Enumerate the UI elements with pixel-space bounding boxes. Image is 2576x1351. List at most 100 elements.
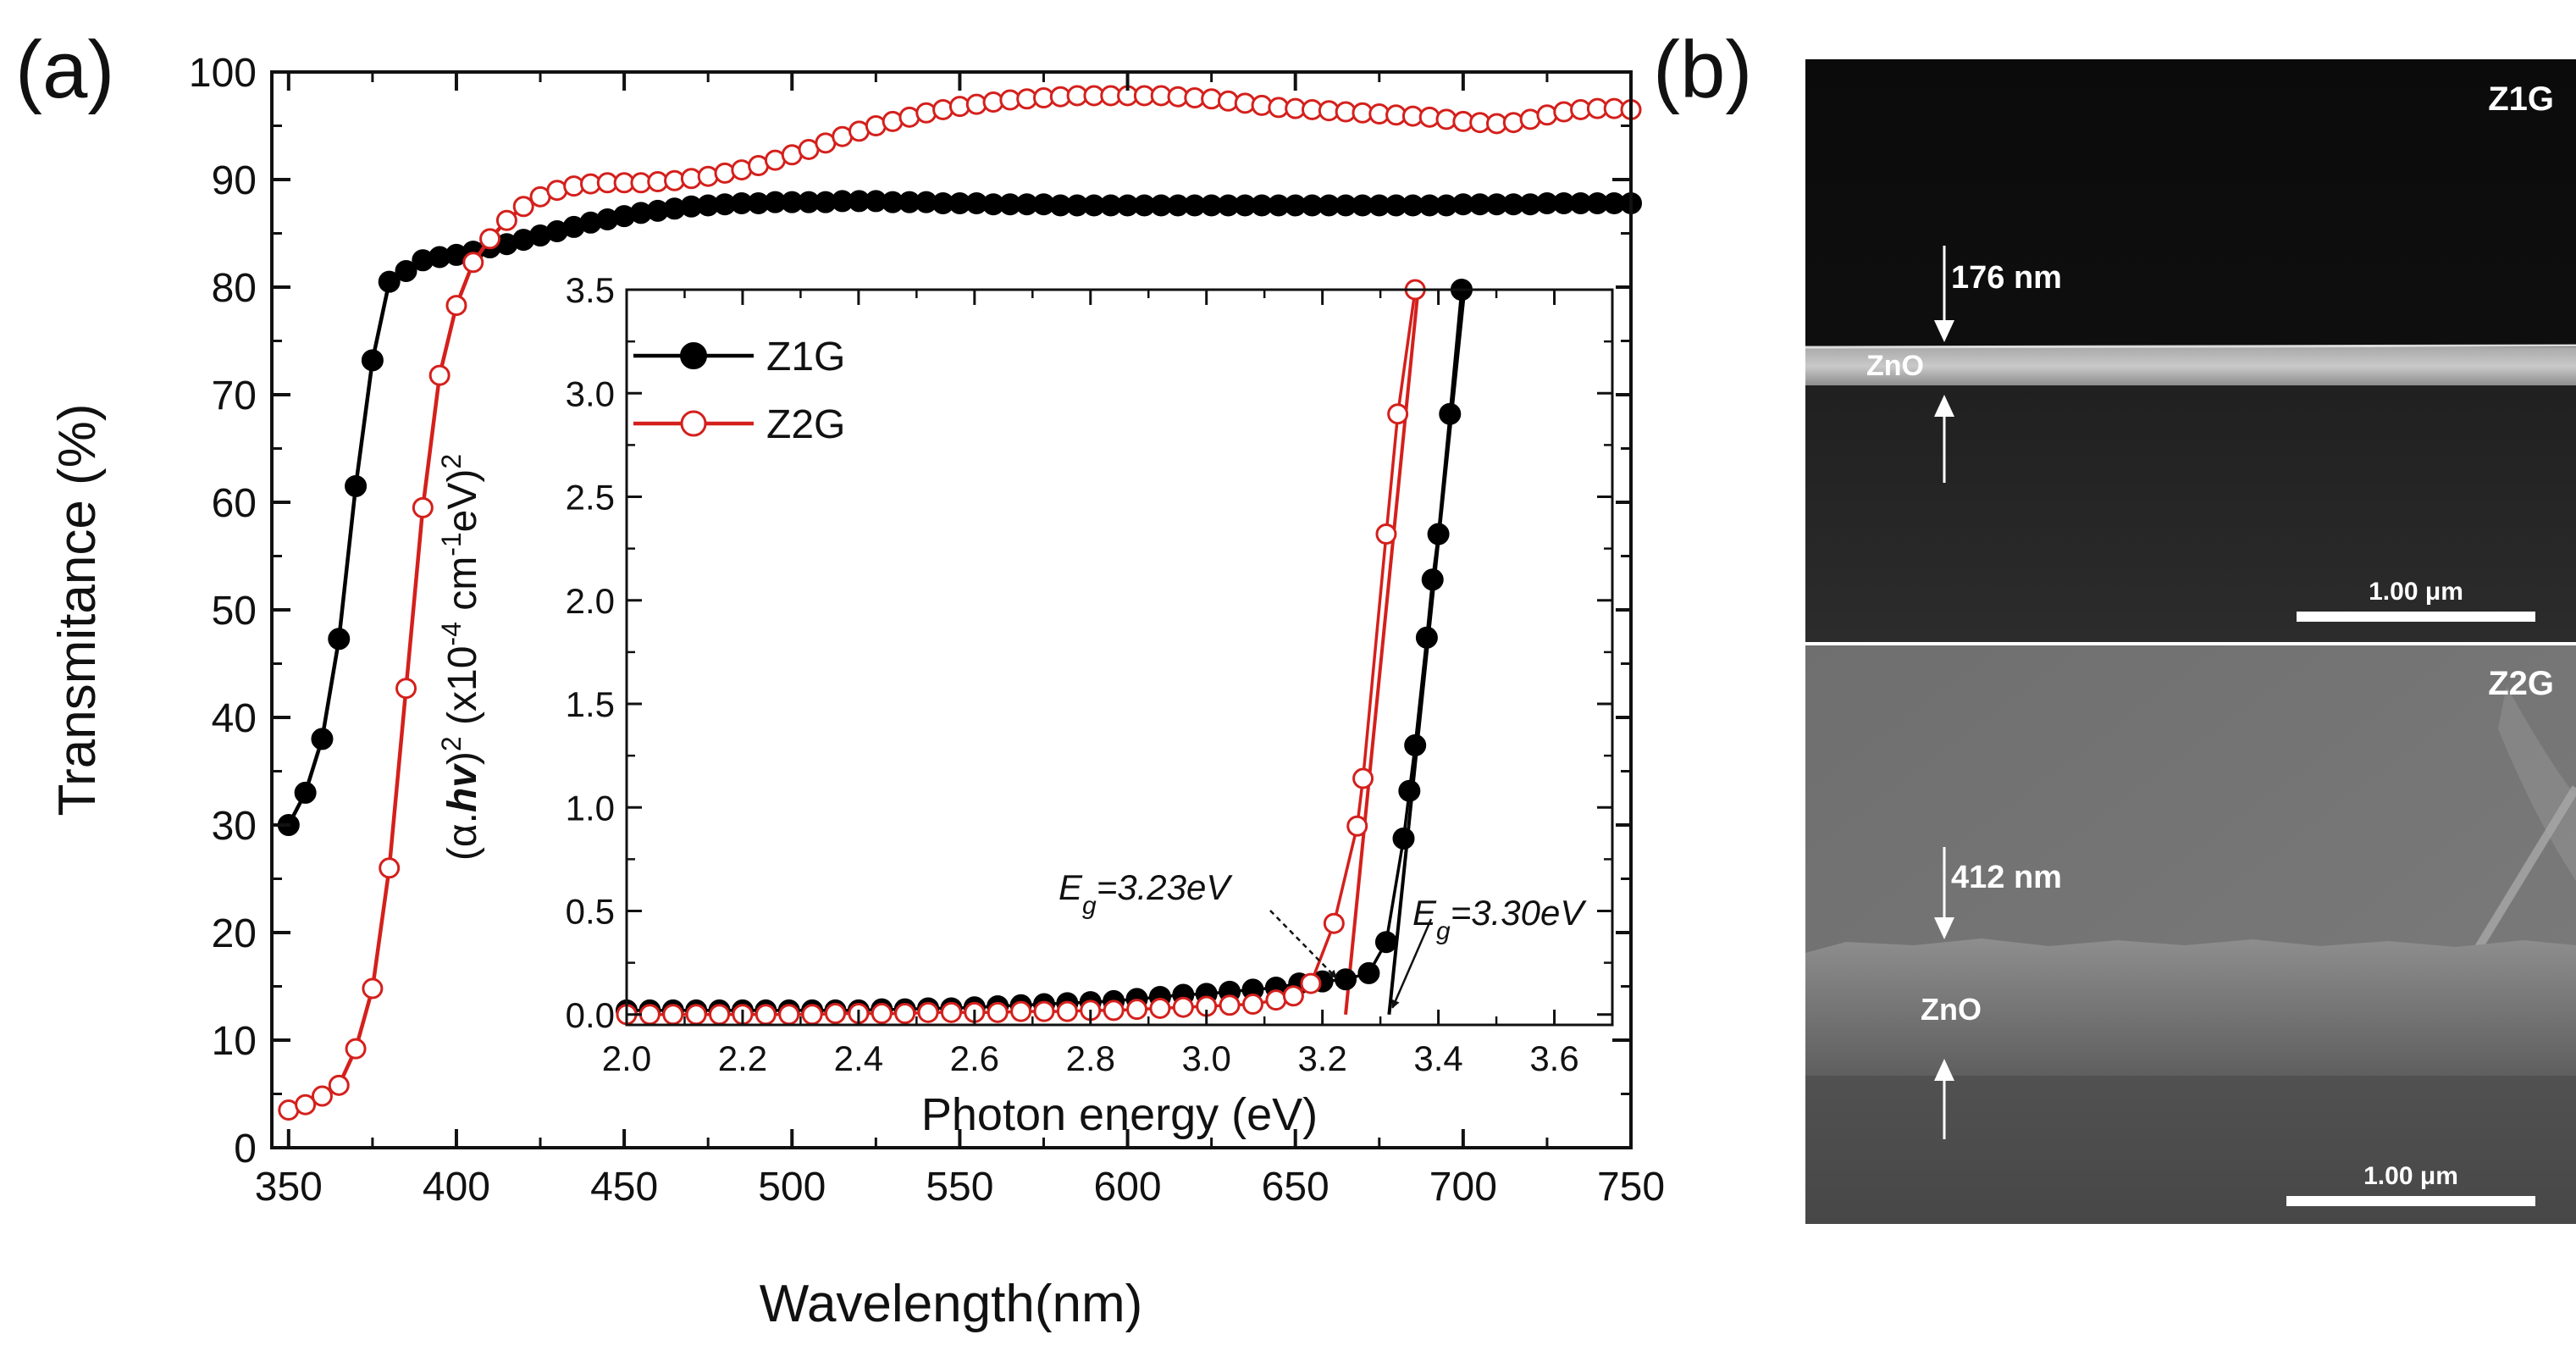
data-point: [412, 496, 434, 518]
x-tick-label: 700: [1429, 1165, 1497, 1210]
data-point: [871, 1003, 893, 1025]
x-tick-label: 350: [255, 1165, 323, 1210]
data-point: [378, 270, 401, 293]
data-point: [709, 1004, 731, 1026]
inset-series-z2g: [616, 279, 1426, 1026]
data-point: [1374, 931, 1397, 954]
main-x-axis-label: Wavelength(nm): [760, 1275, 1143, 1333]
material-label: ZnO: [1866, 350, 1924, 382]
x-tick-label: 450: [590, 1165, 658, 1210]
data-point: [395, 259, 417, 282]
y-tick-label: 100: [189, 51, 257, 96]
data-point: [801, 1004, 823, 1026]
inset-y-label-part: cm: [440, 556, 485, 622]
thickness-arrow-up-icon: [1934, 1059, 1954, 1081]
inset-x-tick-label: 2.2: [718, 1038, 767, 1078]
data-point: [1392, 827, 1415, 850]
y-tick-label: 30: [212, 804, 257, 849]
data-point: [445, 295, 467, 317]
inset-x-tick-label: 3.2: [1297, 1038, 1346, 1078]
y-tick-label: 40: [212, 696, 257, 741]
inset-y-label-part: (x10: [440, 646, 485, 737]
data-point: [1421, 568, 1444, 591]
data-point: [512, 196, 534, 218]
inset-y-label-part: 2: [436, 736, 467, 751]
bandgap-annotation-z2g: Eg=3.23eV: [1059, 867, 1233, 920]
data-point: [1439, 402, 1462, 425]
data-point: [328, 628, 351, 651]
thickness-arrow-up-icon: [1934, 395, 1954, 417]
y-tick-label: 0: [234, 1127, 257, 1171]
data-point: [894, 1003, 916, 1025]
sem-sample-label: Z1G: [2488, 80, 2554, 118]
scale-bar-label: 1.00 μm: [2363, 1162, 2458, 1190]
data-point: [932, 98, 954, 120]
inset-y-tick-label: 1.0: [566, 788, 615, 828]
data-point: [1056, 1000, 1078, 1022]
bandgap-annotation-z1g: Eg=3.30eV: [1412, 893, 1587, 945]
inset-x-tick-label: 2.4: [834, 1038, 883, 1078]
x-tick-label: 650: [1262, 1165, 1329, 1210]
inset-y-tick-label: 1.5: [566, 684, 615, 724]
data-point: [495, 209, 517, 231]
legend-label: Z1G: [766, 335, 845, 379]
y-tick-label: 90: [212, 158, 257, 203]
zno-film-layer: [1805, 347, 2576, 385]
data-point: [479, 228, 501, 250]
data-point: [755, 1004, 777, 1026]
data-point: [1357, 961, 1380, 984]
data-point: [1149, 997, 1171, 1019]
series-z2g: [278, 85, 1642, 1121]
inset-y-tick-label: 3.0: [566, 374, 615, 413]
scale-bar: [2286, 1196, 2535, 1206]
data-point: [714, 162, 736, 184]
y-tick-label: 50: [212, 589, 257, 634]
inset-x-tick-label: 3.4: [1413, 1038, 1462, 1078]
inset-x-tick-label: 3.6: [1529, 1038, 1578, 1078]
legend-marker: [680, 342, 707, 369]
data-point: [987, 1001, 1009, 1023]
data-point: [1172, 996, 1194, 1018]
data-point: [697, 165, 719, 187]
data-point: [915, 102, 937, 124]
transmittance-chart: 350 400 450 500 550 600 650 700 750 0 10 20 30 40 50 60…: [48, 51, 1665, 1333]
data-point: [1415, 626, 1438, 649]
data-point: [917, 1001, 939, 1023]
data-point: [1335, 968, 1357, 991]
inset-y-label-part: hv: [440, 763, 485, 812]
data-point: [362, 977, 384, 999]
panel-a-label: (a): [15, 25, 114, 115]
data-point: [311, 1085, 333, 1107]
data-point: [462, 252, 484, 274]
thickness-arrow-down-icon: [1934, 320, 1954, 342]
scale-bar: [2297, 612, 2535, 622]
data-point: [1126, 999, 1148, 1021]
data-point: [824, 1003, 846, 1025]
legend-label: Z2G: [766, 402, 845, 447]
data-point: [395, 678, 417, 700]
data-point: [1010, 1000, 1032, 1022]
inset-y-axis-label: (α.hv)2 (x10-4 cm-1eV)2: [436, 454, 485, 861]
inset-x-tick-label: 2.8: [1066, 1038, 1115, 1078]
zno-film-layer: [1805, 939, 2576, 1076]
inset-y-tick-label: 2.0: [566, 581, 615, 621]
y-tick-label: 80: [212, 266, 257, 311]
thickness-label: 176 nm: [1951, 260, 2062, 296]
data-point: [1265, 989, 1287, 1011]
x-tick-label: 750: [1597, 1165, 1665, 1210]
data-point: [685, 1004, 707, 1026]
inset-x-tick-label: 2.0: [602, 1038, 651, 1078]
x-tick-label: 550: [926, 1165, 993, 1210]
data-point: [1375, 523, 1397, 545]
data-point: [662, 1004, 684, 1026]
data-point: [1398, 779, 1421, 802]
data-point: [1282, 985, 1304, 1007]
sem-panel-z1g: Z1G 176 nm ZnO 1.00 μm: [1805, 59, 2576, 642]
data-point: [1033, 1000, 1055, 1022]
thickness-label: 412 nm: [1951, 860, 2062, 895]
inset-y-tick-label: 0.0: [566, 995, 615, 1035]
data-point: [1241, 994, 1263, 1016]
legend-marker: [680, 410, 707, 437]
y-tick-label: 10: [212, 1019, 257, 1064]
